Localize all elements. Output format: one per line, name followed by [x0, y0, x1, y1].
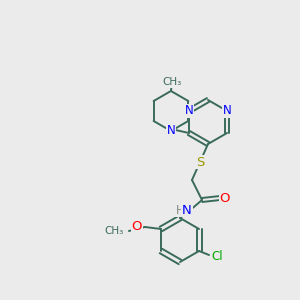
Text: N: N [182, 203, 192, 217]
Text: CH₃: CH₃ [105, 226, 124, 236]
Text: O: O [220, 191, 230, 205]
Text: O: O [131, 220, 142, 232]
Text: N: N [167, 124, 175, 137]
Text: H: H [176, 203, 184, 217]
Text: S: S [196, 155, 204, 169]
Text: Cl: Cl [211, 250, 223, 262]
Text: CH₃: CH₃ [162, 77, 182, 87]
Text: N: N [223, 104, 231, 118]
Text: N: N [184, 104, 193, 118]
